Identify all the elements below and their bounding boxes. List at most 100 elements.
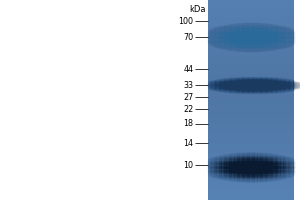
Bar — [208, 152, 294, 153]
Bar — [208, 66, 294, 67]
Bar — [208, 20, 294, 21]
Bar — [208, 44, 294, 45]
Bar — [208, 147, 294, 148]
Bar — [208, 21, 294, 22]
Bar — [208, 186, 294, 187]
Bar — [208, 144, 294, 145]
Bar — [208, 116, 294, 117]
Bar — [208, 190, 294, 191]
Bar — [208, 49, 294, 50]
Bar — [208, 136, 294, 137]
Text: 22: 22 — [183, 104, 194, 114]
Bar — [208, 170, 294, 171]
Bar — [208, 113, 294, 114]
Bar — [208, 153, 294, 154]
Bar — [208, 93, 294, 94]
Bar — [208, 91, 294, 92]
Bar — [208, 104, 294, 105]
Bar — [208, 22, 294, 23]
Bar — [208, 198, 294, 199]
Bar — [208, 187, 294, 188]
Bar — [208, 82, 294, 83]
Bar — [208, 127, 294, 128]
Bar — [208, 9, 294, 10]
Bar — [208, 0, 294, 1]
Bar — [208, 126, 294, 127]
Bar — [208, 129, 294, 130]
Bar — [208, 117, 294, 118]
Bar — [208, 173, 294, 174]
Bar — [208, 8, 294, 9]
Bar — [208, 162, 294, 163]
Bar — [208, 133, 294, 134]
Bar — [208, 28, 294, 29]
Bar — [208, 160, 294, 161]
Bar — [208, 33, 294, 34]
Bar — [208, 68, 294, 69]
Bar — [208, 53, 294, 54]
Text: 44: 44 — [184, 64, 194, 73]
Bar — [208, 106, 294, 107]
Bar — [208, 89, 294, 90]
Bar — [208, 13, 294, 14]
Bar — [208, 35, 294, 36]
Bar — [208, 38, 294, 39]
Bar — [208, 161, 294, 162]
Bar — [208, 75, 294, 76]
Bar — [208, 149, 294, 150]
Bar — [208, 96, 294, 97]
Bar — [208, 27, 294, 28]
Bar — [208, 111, 294, 112]
Bar — [208, 52, 294, 53]
Bar — [208, 14, 294, 15]
Bar — [208, 142, 294, 143]
Bar — [208, 137, 294, 138]
Bar — [208, 48, 294, 49]
Bar — [208, 43, 294, 44]
Bar — [208, 176, 294, 177]
Bar — [208, 26, 294, 27]
Text: kDa: kDa — [189, 5, 206, 14]
Bar — [208, 192, 294, 193]
Bar — [208, 191, 294, 192]
Bar — [208, 83, 294, 84]
Bar — [208, 34, 294, 35]
Bar — [208, 118, 294, 119]
Bar — [208, 71, 294, 72]
Bar — [208, 18, 294, 19]
Bar — [208, 156, 294, 157]
Bar — [208, 101, 294, 102]
Bar — [208, 159, 294, 160]
Bar — [208, 128, 294, 129]
Bar — [208, 99, 294, 100]
Bar — [208, 169, 294, 170]
Bar — [208, 122, 294, 123]
Bar — [208, 3, 294, 4]
Bar — [208, 54, 294, 55]
Bar — [208, 174, 294, 175]
Bar — [208, 102, 294, 103]
Bar — [208, 105, 294, 106]
Bar — [208, 5, 294, 6]
Bar — [208, 138, 294, 139]
Bar — [208, 132, 294, 133]
Bar — [208, 199, 294, 200]
Bar — [208, 180, 294, 181]
Bar — [208, 134, 294, 135]
Bar — [208, 158, 294, 159]
Bar — [208, 67, 294, 68]
Bar — [208, 196, 294, 197]
Bar — [208, 148, 294, 149]
Bar — [208, 92, 294, 93]
Bar — [208, 76, 294, 77]
Bar — [208, 151, 294, 152]
Bar — [208, 135, 294, 136]
Bar — [208, 120, 294, 121]
Bar — [208, 165, 294, 166]
Bar — [208, 130, 294, 131]
Text: 18: 18 — [184, 119, 194, 129]
Bar — [208, 1, 294, 2]
Bar — [208, 139, 294, 140]
Bar — [208, 197, 294, 198]
Bar — [208, 123, 294, 124]
